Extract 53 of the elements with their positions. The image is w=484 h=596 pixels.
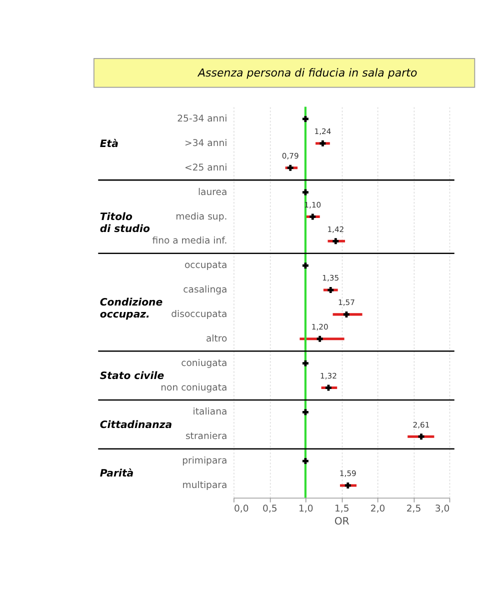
y-tick-label: primipara — [182, 456, 228, 467]
y-tick-label: media sup. — [176, 211, 228, 222]
y-tick-label: straniera — [185, 431, 228, 442]
x-axis-title: OR — [334, 516, 350, 528]
point — [302, 360, 308, 366]
point — [310, 214, 316, 220]
data-label: 1,42 — [327, 224, 344, 234]
x-tick-label: 0,5 — [262, 504, 278, 515]
y-tick-label: >34 anni — [184, 138, 228, 149]
x-tick-label: 2,0 — [370, 504, 386, 515]
data-label: 0,79 — [282, 152, 299, 161]
y-tick-label: fino a media inf. — [152, 236, 228, 247]
x-tick-label: 2,5 — [406, 504, 422, 515]
y-tick-label: multipara — [182, 480, 228, 492]
y-tick-label: laurea — [198, 186, 228, 198]
y-tick-label: 25-34 anni — [177, 114, 228, 125]
y-tick-label: occupata — [184, 260, 228, 272]
text: Condizione occupaz. — [100, 298, 163, 320]
y-tick-label: non coniugata — [160, 382, 228, 394]
point — [344, 482, 351, 488]
x-tick-label: 1,0 — [298, 504, 314, 515]
point — [325, 384, 332, 391]
x-tick-label: 3,0 — [434, 504, 450, 515]
text: Stato civile — [100, 370, 164, 382]
data-label: 1,20 — [311, 322, 328, 332]
data-label: 1,32 — [320, 371, 338, 380]
point — [287, 164, 294, 171]
x-tick-label: 1,5 — [334, 504, 350, 515]
point — [302, 262, 308, 269]
y-tick-label: coniugata — [181, 358, 228, 369]
text: Titolo di studio — [100, 212, 150, 235]
text: Età — [100, 138, 119, 150]
point — [302, 189, 308, 196]
data-label: 1,35 — [322, 274, 340, 283]
data-label: 1,59 — [339, 469, 357, 478]
data-label: 1,57 — [338, 298, 356, 308]
point — [328, 287, 334, 294]
point — [418, 434, 424, 440]
y-tick-label: <25 anni — [184, 162, 228, 174]
text: Cittadinanza — [100, 420, 172, 431]
y-tick-label: casalinga — [183, 284, 228, 296]
y-tick-label: altro — [206, 333, 228, 344]
point — [316, 336, 323, 342]
y-tick-label: italiana — [192, 406, 228, 418]
chart-title: Assenza persona di fiducia in sala parto — [196, 66, 418, 80]
y-tick-label: disoccupata — [171, 308, 228, 320]
data-label: 1,24 — [314, 127, 332, 136]
point — [320, 140, 326, 146]
text: Parità — [100, 468, 134, 480]
point — [332, 238, 339, 244]
data-label: 2,61 — [412, 420, 430, 430]
x-tick-label: 0,0 — [234, 504, 249, 515]
point — [302, 409, 308, 416]
